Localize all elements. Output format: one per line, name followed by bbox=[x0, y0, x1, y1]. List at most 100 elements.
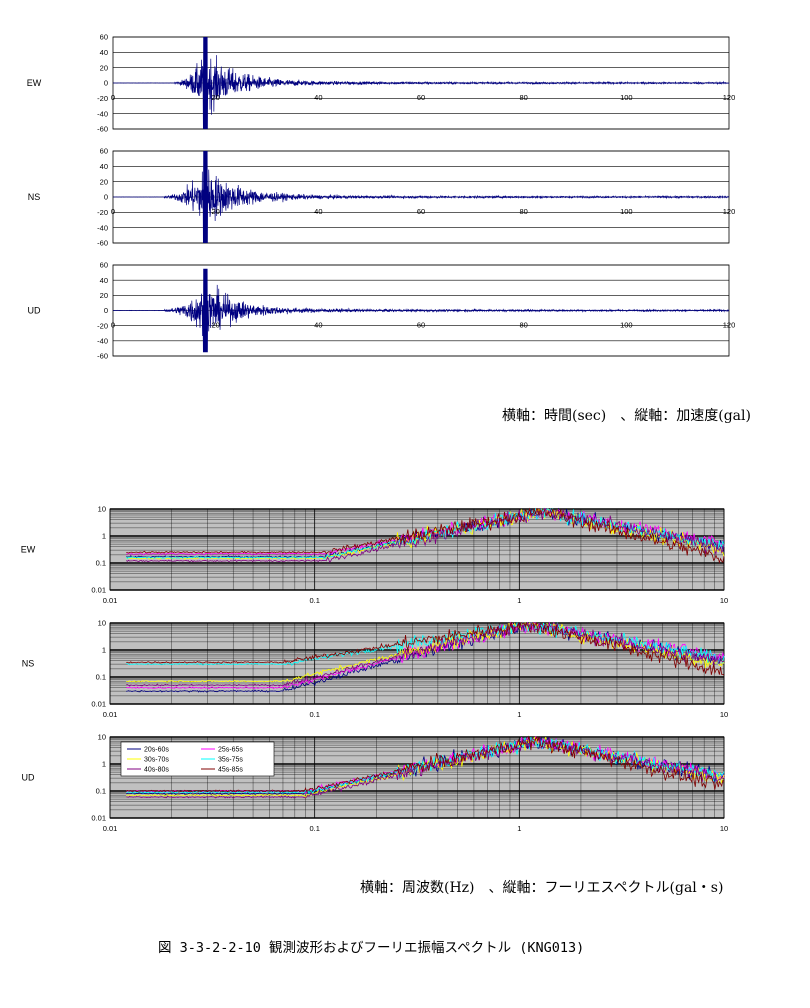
x-tick-label: 0.1 bbox=[309, 824, 319, 833]
y-tick-label: 60 bbox=[100, 147, 108, 156]
y-tick-label: 10 bbox=[98, 619, 106, 628]
y-tick-label: -40 bbox=[97, 336, 108, 345]
waveform-axes-note: 横軸：時間(sec) 、縦軸：加速度(gal) bbox=[502, 408, 751, 424]
plot-area bbox=[109, 622, 725, 705]
component-label: EW bbox=[27, 78, 42, 88]
spectrum-line bbox=[126, 736, 725, 795]
spectrum-line bbox=[126, 621, 725, 676]
component-label: UD bbox=[28, 306, 41, 316]
legend-label: 20s-60s bbox=[144, 747, 169, 754]
y-tick-label: 1 bbox=[102, 760, 106, 769]
component-label: NS bbox=[22, 659, 35, 669]
x-tick-label: 20 bbox=[211, 207, 219, 216]
y-tick-label: 0.1 bbox=[96, 787, 106, 796]
component-label: EW bbox=[21, 545, 36, 555]
x-tick-label: 0.01 bbox=[103, 824, 118, 833]
x-tick-label: 0 bbox=[111, 93, 115, 102]
y-tick-label: -60 bbox=[97, 352, 108, 361]
y-tick-label: -40 bbox=[97, 109, 108, 118]
y-tick-label: 40 bbox=[100, 276, 108, 285]
y-tick-label: 60 bbox=[100, 261, 108, 270]
y-tick-label: -60 bbox=[97, 239, 108, 248]
x-tick-label: 120 bbox=[723, 321, 736, 330]
spectrum-line bbox=[126, 622, 725, 687]
y-tick-label: 10 bbox=[98, 505, 106, 514]
x-tick-label: 80 bbox=[519, 93, 527, 102]
x-tick-label: 100 bbox=[620, 321, 633, 330]
y-tick-label: -40 bbox=[97, 223, 108, 232]
x-tick-label: 60 bbox=[417, 321, 425, 330]
y-tick-label: -60 bbox=[97, 125, 108, 134]
x-tick-label: 100 bbox=[620, 93, 633, 102]
x-tick-label: 0 bbox=[111, 321, 115, 330]
spectrum-panel-ud: 10 1 0.1 0.010.01 0.1 1 10 UD 20s-60s 25s-65s 30s-… bbox=[22, 733, 729, 833]
y-tick-label: 0.01 bbox=[91, 586, 106, 595]
x-tick-label: 40 bbox=[314, 207, 322, 216]
y-tick-label: 20 bbox=[100, 291, 108, 300]
x-tick-label: 100 bbox=[620, 207, 633, 216]
x-tick-label: 0 bbox=[111, 207, 115, 216]
x-tick-label: 10 bbox=[720, 824, 728, 833]
spectrum-panel-ew: 10 1 0.1 0.010.01 0.1 1 10 EW bbox=[21, 505, 728, 605]
spectrum-panel-ns: 10 1 0.1 0.010.01 0.1 1 10 NS bbox=[22, 619, 728, 719]
legend-box bbox=[120, 741, 275, 777]
spectrum-line bbox=[126, 508, 725, 556]
component-label: UD bbox=[22, 773, 35, 783]
x-tick-label: 120 bbox=[723, 93, 736, 102]
y-tick-label: 0.1 bbox=[96, 673, 106, 682]
spectrum-line bbox=[125, 508, 725, 563]
x-tick-label: 40 bbox=[314, 321, 322, 330]
x-tick-label: 20 bbox=[211, 93, 219, 102]
y-tick-label: 1 bbox=[102, 646, 106, 655]
spectrum-line bbox=[125, 508, 725, 561]
spectrum-line bbox=[126, 736, 725, 799]
y-tick-label: -20 bbox=[97, 321, 108, 330]
y-tick-label: 20 bbox=[100, 177, 108, 186]
x-tick-label: 10 bbox=[720, 710, 728, 719]
x-tick-label: 80 bbox=[519, 321, 527, 330]
x-tick-label: 0.01 bbox=[103, 710, 118, 719]
legend: 20s-60s 25s-65s 30s-70s 35s-75s 40s-80s 45s-8… bbox=[120, 741, 275, 777]
x-tick-label: 0.01 bbox=[103, 596, 118, 605]
x-tick-label: 1 bbox=[517, 710, 521, 719]
y-tick-label: 20 bbox=[100, 63, 108, 72]
waveform-trace bbox=[112, 36, 730, 130]
y-tick-label: 40 bbox=[100, 162, 108, 171]
x-tick-label: 20 bbox=[211, 321, 219, 330]
x-tick-label: 40 bbox=[314, 93, 322, 102]
x-tick-label: 10 bbox=[720, 596, 728, 605]
y-tick-label: 1 bbox=[102, 532, 106, 541]
spectrum-line bbox=[126, 507, 725, 564]
y-tick-label: 0 bbox=[104, 79, 108, 88]
spectrum-axes-note: 横軸：周波数(Hz) 、縦軸：フーリエスペクトル(gal・s) bbox=[360, 880, 724, 896]
spectrum-line bbox=[125, 735, 725, 793]
x-tick-label: 1 bbox=[517, 824, 521, 833]
legend-label: 45s-85s bbox=[218, 767, 243, 774]
x-tick-label: 80 bbox=[519, 207, 527, 216]
x-tick-label: 60 bbox=[417, 207, 425, 216]
y-tick-label: 0.1 bbox=[96, 559, 106, 568]
x-tick-label: 0.1 bbox=[309, 596, 319, 605]
y-tick-label: 0.01 bbox=[91, 700, 106, 709]
y-tick-label: 60 bbox=[100, 33, 108, 42]
legend-label: 35s-75s bbox=[218, 757, 243, 764]
y-tick-label: 10 bbox=[98, 733, 106, 742]
legend-label: 30s-70s bbox=[144, 757, 169, 764]
waveform-trace bbox=[113, 150, 730, 244]
y-tick-label: 0.01 bbox=[91, 814, 106, 823]
legend-label: 25s-65s bbox=[218, 747, 243, 754]
y-tick-label: -20 bbox=[97, 94, 108, 103]
x-tick-label: 1 bbox=[517, 596, 521, 605]
spectrum-line bbox=[126, 621, 725, 666]
x-tick-label: 60 bbox=[417, 93, 425, 102]
x-tick-label: 120 bbox=[723, 207, 736, 216]
legend-label: 40s-80s bbox=[144, 767, 169, 774]
component-label: NS bbox=[28, 192, 41, 202]
y-tick-label: 40 bbox=[100, 48, 108, 57]
y-tick-label: 0 bbox=[104, 306, 108, 315]
waveform-trace bbox=[112, 268, 730, 353]
